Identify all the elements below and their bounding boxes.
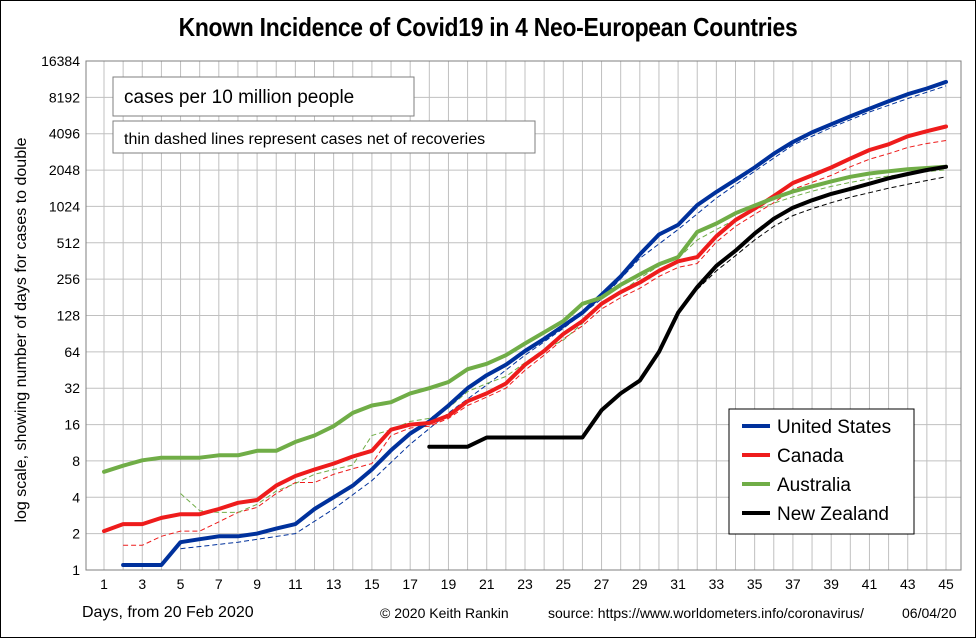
y-tick-label: 16 <box>64 417 80 433</box>
x-tick-label: 9 <box>253 576 261 592</box>
x-tick-label: 41 <box>862 576 878 592</box>
net-line-australia <box>180 169 947 513</box>
x-axis-label: Days, from 20 Feb 2020 <box>82 604 254 621</box>
y-tick-label: 2 <box>72 526 80 542</box>
plot-border <box>85 60 962 571</box>
annotation-units: cases per 10 million people <box>124 87 354 108</box>
x-tick-label: 25 <box>555 576 571 592</box>
x-tick-label: 33 <box>709 576 725 592</box>
x-tick-label: 23 <box>517 576 533 592</box>
net-of-recoveries-lines <box>123 85 947 550</box>
annotation-box-units: cases per 10 million people <box>112 76 415 117</box>
net-line-canada <box>123 140 947 546</box>
series-line-new-zealand <box>427 164 948 449</box>
chart-date: 06/04/20 <box>902 605 957 621</box>
legend: United States Canada Australia New Zealand <box>728 408 915 535</box>
annotation-dashed: thin dashed lines represent cases net of… <box>124 131 485 148</box>
legend-label-australia: Australia <box>777 475 851 496</box>
x-tick-label: 45 <box>938 576 954 592</box>
y-tick-label: 32 <box>64 380 80 396</box>
y-tick-label: 8192 <box>49 89 80 105</box>
source-note: source: https://www.worldometers.info/co… <box>548 605 864 621</box>
x-tick-label: 43 <box>900 576 916 592</box>
y-tick-label: 256 <box>57 271 81 287</box>
y-tick-label: 16384 <box>41 53 80 69</box>
y-tick-label: 1024 <box>49 198 80 214</box>
y-tick-label: 4096 <box>49 126 80 142</box>
x-tick-label: 11 <box>288 576 303 592</box>
y-tick-label: 2048 <box>49 162 80 178</box>
y-tick-label: 64 <box>64 344 80 360</box>
y-tick-label: 128 <box>57 308 81 324</box>
series-line-canada <box>102 124 948 534</box>
x-tick-label: 29 <box>632 576 648 592</box>
y-tick-label: 4 <box>72 489 80 505</box>
y-tick-label: 512 <box>57 235 81 251</box>
x-tick-label: 13 <box>326 576 342 592</box>
x-tick-label: 39 <box>823 576 839 592</box>
y-tick-label: 1 <box>72 562 80 578</box>
y-ticks: 1 2 4 8 16 32 64 128 256 512 1024 2048 4096 8192 16384 <box>41 53 80 578</box>
legend-label-united-states: United States <box>777 417 891 438</box>
x-tick-label: 27 <box>594 576 610 592</box>
x-tick-label: 21 <box>479 576 495 592</box>
x-tick-label: 5 <box>177 576 185 592</box>
x-tick-label: 31 <box>670 576 686 592</box>
series-line-united-states <box>121 79 948 567</box>
x-tick-label: 37 <box>785 576 801 592</box>
x-ticks: 1 3 5 7 9 11 13 15 17 19 21 23 25 27 29 31 33 35 37 39 41 43 4… <box>100 576 954 592</box>
chart-title: Known Incidence of Covid19 in 4 Neo-Euro… <box>178 12 798 42</box>
annotation-box-dashed: thin dashed lines represent cases net of… <box>112 120 536 154</box>
x-tick-label: 19 <box>441 576 457 592</box>
series-lines <box>102 79 948 567</box>
x-tick-label: 35 <box>747 576 763 592</box>
x-tick-label: 7 <box>215 576 223 592</box>
legend-label-new-zealand: New Zealand <box>777 504 889 525</box>
copyright-credit: © 2020 Keith Rankin <box>380 605 509 621</box>
x-tick-label: 3 <box>138 576 146 592</box>
series-line-australia <box>102 164 948 474</box>
y-tick-label: 8 <box>72 453 80 469</box>
legend-label-canada: Canada <box>777 446 844 467</box>
x-tick-label: 15 <box>364 576 380 592</box>
x-tick-label: 17 <box>402 576 418 592</box>
net-line-united-states <box>180 85 947 550</box>
x-tick-label: 1 <box>100 576 108 592</box>
